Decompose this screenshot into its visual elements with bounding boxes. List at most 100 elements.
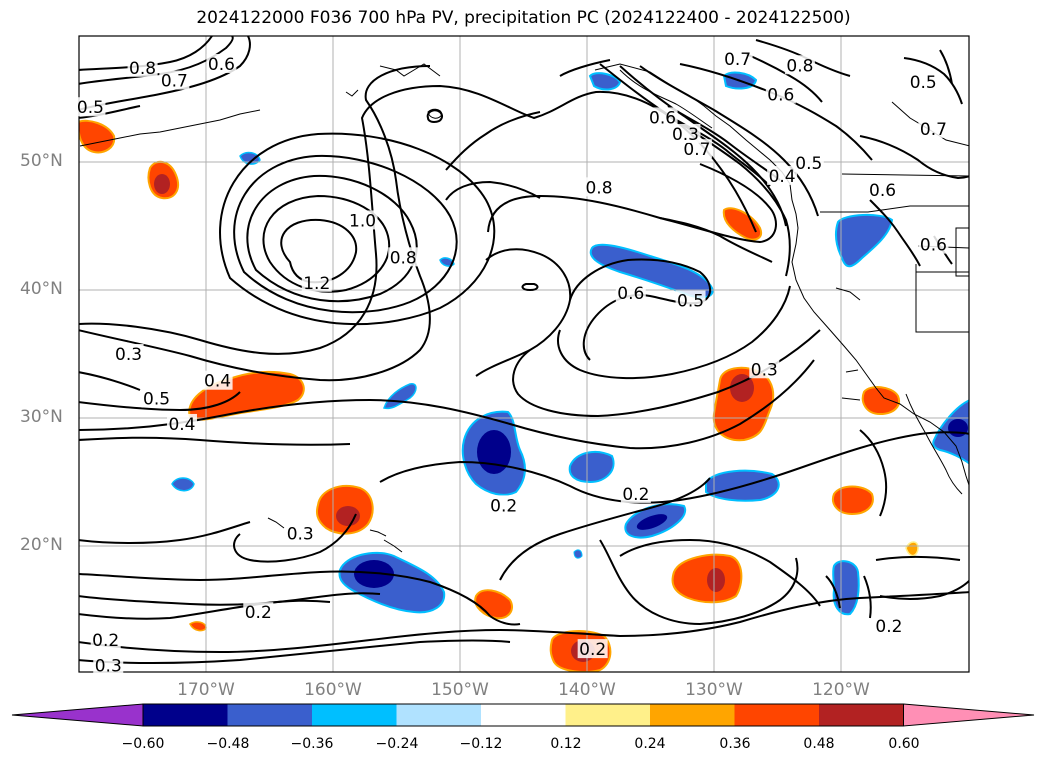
contour-label: 0.6 [649, 108, 676, 128]
contour-label: 0.5 [143, 390, 170, 410]
colorbar [11, 703, 1035, 727]
graticule [79, 36, 969, 672]
contour-label-bg [166, 413, 197, 433]
contour-label-bg [793, 153, 824, 173]
contour-label-bg [784, 55, 815, 75]
contour-label: 1.2 [303, 274, 330, 294]
colorbar-segment [819, 704, 904, 726]
precip-negative-core [636, 514, 668, 530]
contour-label-bg [243, 602, 274, 622]
contour-label-bg [722, 48, 753, 68]
contour-label: 0.3 [751, 360, 778, 380]
contour-label: 0.7 [920, 120, 947, 140]
contour-label: 0.4 [769, 167, 796, 187]
contour-label: 1.0 [349, 211, 376, 231]
precip-negative-core [477, 430, 511, 474]
colorbar-tick: 0.36 [719, 736, 751, 752]
contour-label-bg [675, 290, 706, 310]
precip-positive [189, 621, 207, 632]
precip-negative [439, 257, 455, 267]
precip-negative [568, 450, 615, 484]
colorbar-tick: 0.48 [803, 736, 835, 752]
contour-label: 0.6 [208, 55, 235, 75]
colorbar-tick: −0.12 [459, 736, 503, 752]
colorbar-segment [143, 704, 228, 726]
lat-label-30n: 30°N [20, 407, 63, 427]
contour-label-bg [647, 107, 678, 127]
contour-label: 0.4 [204, 372, 231, 392]
map-frame [78, 35, 970, 673]
colorbar-segment [312, 704, 397, 726]
contour-label-bg [159, 70, 190, 90]
precip-positive [671, 553, 743, 604]
precip-positive-core [154, 174, 170, 194]
precip-negative [383, 383, 417, 410]
precip-positive-core [707, 568, 725, 592]
colorbar-extend-high [903, 703, 1035, 727]
contour-label: 0.3 [95, 657, 122, 677]
contour-label-bg [388, 247, 419, 267]
contour-label-bg [767, 165, 798, 185]
colorbar-tick: −0.24 [375, 736, 419, 752]
colorbar-segment [227, 704, 312, 726]
colorbar-tick: 0.24 [634, 736, 666, 752]
colorbar-segment [565, 704, 650, 726]
colorbar-segment [481, 704, 566, 726]
contour-label: 0.6 [617, 284, 644, 304]
contour-label: 0.6 [920, 236, 947, 256]
contour-label-bg [127, 57, 158, 77]
precip-positive [79, 119, 116, 154]
lat-label-20n: 20°N [20, 535, 63, 555]
contour-label-bg [301, 272, 332, 292]
lat-label-50n: 50°N [20, 151, 63, 171]
contour-label-bg [908, 71, 939, 91]
contour-label-bg [615, 282, 646, 302]
colorbar-tick: 0.60 [888, 736, 920, 752]
contour-label: 0.8 [786, 56, 813, 76]
contour-label-bg [75, 97, 106, 117]
contour-label-bg [584, 177, 615, 197]
colorbar-tick: −0.36 [290, 736, 334, 752]
contour-label: 0.8 [390, 248, 417, 268]
precip-negative [573, 549, 583, 559]
contour-label: 0.5 [677, 292, 704, 312]
contour-labels: 0.80.70.60.51.01.20.80.80.70.7 0.80.60.60… [75, 48, 949, 677]
contour-label: 0.7 [161, 72, 188, 92]
contour-label-bg [347, 210, 378, 230]
lon-label-130w: 130°W [685, 680, 743, 700]
precip-negative-core [948, 419, 968, 437]
colorbar-tick: 0.12 [550, 736, 582, 752]
contour-label-bg [873, 616, 904, 636]
contour-label: 0.3 [287, 524, 314, 544]
contour-label: 0.3 [115, 345, 142, 365]
precip-negative [588, 72, 622, 91]
contour-label-bg [285, 523, 316, 543]
contour-label-bg [620, 483, 651, 503]
contour-label: 0.8 [129, 59, 156, 79]
lon-label-150w: 150°W [431, 680, 489, 700]
contour-label-bg [488, 495, 519, 515]
map-title: 2024122000 F036 700 hPa PV, precipitatio… [196, 8, 851, 28]
lon-label-140w: 140°W [558, 680, 616, 700]
precip-positive-core [336, 506, 360, 526]
contour-label: 0.8 [585, 178, 612, 198]
contour-label-bg [577, 639, 608, 659]
contour-label: 0.7 [724, 50, 751, 70]
contour-label-bg [202, 370, 233, 390]
precip-positive [905, 541, 919, 557]
precip-negative [832, 560, 860, 616]
contour-label-bg [918, 234, 949, 254]
colorbar-extend-low [11, 703, 144, 727]
contour-label: 0.2 [245, 603, 272, 623]
precip-positive [722, 207, 762, 241]
colorbar-segment [396, 704, 481, 726]
colorbar-segment [734, 704, 819, 726]
contour-label: 0.2 [579, 640, 606, 660]
colorbar-segment [650, 704, 735, 726]
contour-label: 0.7 [683, 140, 710, 160]
contour-label-bg [670, 123, 701, 143]
precip-negative-core [354, 560, 394, 588]
lon-label-170w: 170°W [177, 680, 235, 700]
contour-label: 0.6 [767, 86, 794, 106]
contour-label: 0.3 [672, 125, 699, 145]
